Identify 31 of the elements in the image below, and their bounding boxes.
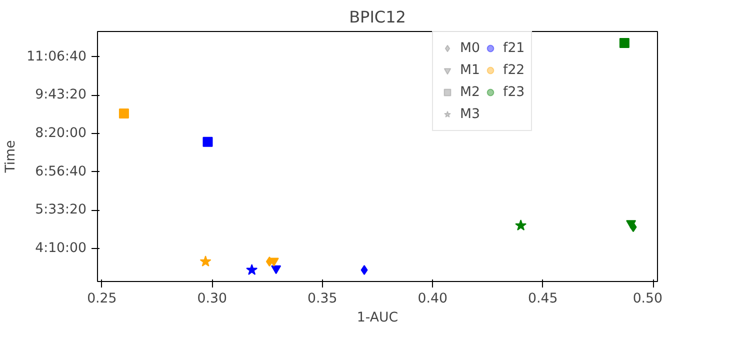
x-tick-label: 0.50 — [632, 292, 663, 306]
x-tick-label: 0.45 — [528, 292, 558, 306]
y-tick-label: 9:43:20 — [35, 88, 87, 103]
legend-label: M2 — [460, 84, 480, 100]
legend-label: M1 — [460, 62, 480, 78]
point — [360, 264, 368, 275]
y-tick-label: 8:20:00 — [35, 126, 87, 141]
point — [619, 38, 630, 48]
point — [271, 265, 282, 274]
legend-label: f23 — [503, 84, 525, 100]
chart-title: BPIC12 — [349, 8, 406, 26]
point — [246, 264, 258, 275]
y-tick-label: 11:06:40 — [26, 49, 87, 64]
x-tick-label: 0.35 — [308, 292, 338, 306]
x-tick-label: 0.25 — [87, 292, 117, 306]
x-tick-label: 0.40 — [418, 292, 448, 306]
point — [626, 220, 636, 229]
legend-label: f22 — [503, 62, 525, 78]
point — [202, 136, 213, 147]
y-tick-label: 6:56:40 — [35, 164, 87, 180]
y-tick-label: 4:10:00 — [35, 241, 87, 256]
point — [515, 220, 527, 230]
y-tick-label: 5:33:20 — [35, 202, 87, 218]
legend-label: M0 — [460, 40, 480, 56]
x-axis-title: 1-AUC — [356, 310, 398, 326]
point — [118, 108, 129, 119]
legend-label: M3 — [460, 106, 480, 122]
x-tick-label: 0.30 — [197, 292, 227, 306]
point — [200, 256, 212, 267]
legend-label: f21 — [503, 40, 525, 56]
y-axis-title: Time — [4, 140, 19, 174]
